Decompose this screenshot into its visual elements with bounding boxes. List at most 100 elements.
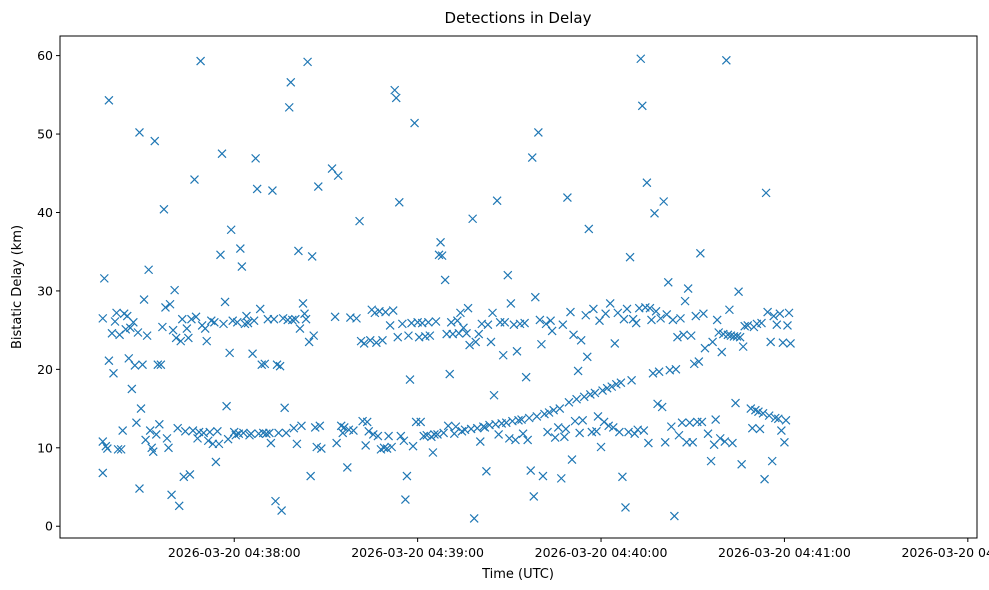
data-point — [304, 337, 314, 347]
y-axis-label: Bistatic Delay (km) — [10, 225, 25, 349]
data-point — [138, 360, 147, 370]
data-point — [645, 303, 655, 313]
data-point — [327, 164, 337, 173]
data-point — [209, 317, 219, 327]
data-point — [391, 93, 401, 103]
data-point — [550, 433, 560, 443]
data-point — [558, 320, 568, 330]
data-point — [642, 178, 652, 188]
data-point — [293, 246, 303, 256]
data-point — [214, 439, 224, 449]
data-point — [165, 299, 175, 309]
data-point — [595, 316, 604, 326]
data-point — [737, 459, 747, 469]
data-point — [439, 428, 449, 438]
data-point — [440, 275, 450, 285]
data-point — [397, 319, 407, 329]
data-point — [784, 308, 794, 318]
data-point — [786, 339, 795, 348]
data-point — [465, 340, 475, 350]
data-point — [483, 320, 493, 330]
data-point — [463, 303, 473, 313]
data-point — [445, 369, 455, 379]
data-point — [266, 438, 276, 448]
data-point — [715, 433, 725, 443]
data-point — [449, 429, 459, 439]
data-point — [529, 492, 539, 501]
data-point — [112, 308, 121, 318]
data-point — [269, 314, 279, 324]
data-point — [410, 118, 419, 128]
data-point — [434, 250, 444, 260]
data-point — [378, 335, 387, 345]
data-point — [139, 295, 149, 304]
data-point — [301, 314, 311, 324]
data-point — [781, 415, 791, 425]
data-point — [183, 333, 193, 343]
data-point — [677, 418, 687, 428]
data-point — [153, 360, 163, 370]
data-point — [384, 431, 394, 441]
data-point — [136, 404, 146, 414]
data-point — [610, 339, 620, 348]
data-point — [553, 422, 563, 432]
data-point — [695, 248, 705, 258]
data-point — [286, 77, 296, 87]
data-point — [776, 426, 786, 435]
data-point — [232, 317, 242, 327]
data-point — [190, 175, 199, 184]
data-point — [292, 439, 302, 449]
data-point — [98, 468, 108, 478]
data-point — [647, 315, 656, 325]
data-point — [596, 442, 606, 452]
chart-title: Detections in Delay — [445, 9, 592, 27]
data-point — [740, 321, 750, 331]
data-point — [778, 338, 788, 348]
data-point — [654, 367, 664, 377]
data-point — [514, 415, 523, 425]
data-point — [423, 317, 433, 327]
data-point — [268, 186, 277, 195]
data-point — [275, 361, 285, 371]
data-point — [174, 501, 184, 511]
data-point — [637, 101, 647, 111]
data-point — [171, 333, 181, 343]
data-point — [494, 430, 504, 439]
data-point — [489, 390, 499, 400]
data-point — [541, 319, 551, 329]
data-point — [257, 360, 267, 370]
data-point — [517, 415, 526, 424]
x-tick-label: 2026-03-20 04:41:00 — [718, 545, 851, 560]
data-point — [527, 153, 537, 163]
data-point — [330, 312, 340, 322]
data-point — [584, 224, 594, 234]
data-point — [133, 328, 143, 337]
data-point — [371, 338, 381, 348]
data-point — [631, 318, 641, 328]
data-point — [220, 297, 230, 307]
data-point — [295, 324, 305, 333]
data-point — [533, 128, 543, 137]
x-tick-label: 2026-03-20 04:38:00 — [168, 545, 301, 560]
data-point — [543, 427, 552, 437]
data-point — [689, 359, 699, 369]
data-point — [572, 394, 582, 404]
data-point — [191, 312, 201, 322]
data-point — [659, 197, 669, 206]
data-point — [373, 431, 383, 441]
data-point — [255, 304, 265, 314]
data-point — [271, 496, 280, 506]
data-point — [616, 378, 626, 388]
data-point — [699, 309, 708, 319]
data-point — [691, 311, 701, 321]
data-point — [154, 419, 164, 429]
data-point — [708, 337, 718, 347]
data-point — [471, 337, 481, 347]
data-point — [431, 317, 441, 326]
data-point — [170, 285, 180, 295]
data-point — [721, 55, 731, 65]
y-axis: 0 10 20 30 40 50 60 — [37, 48, 60, 534]
data-point — [455, 308, 465, 318]
data-point — [657, 402, 667, 412]
